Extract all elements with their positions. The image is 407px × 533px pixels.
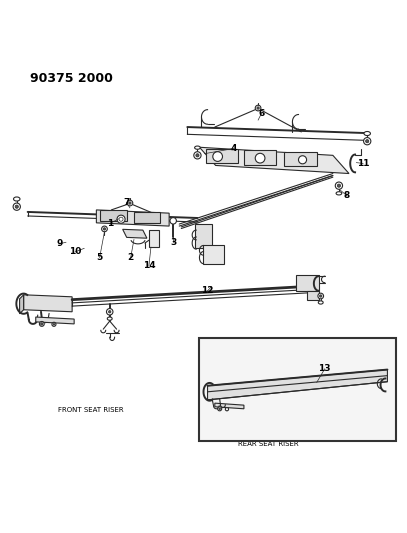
Circle shape — [257, 107, 259, 109]
Circle shape — [335, 182, 343, 189]
Text: 5: 5 — [96, 253, 103, 262]
Text: 2: 2 — [128, 253, 134, 262]
Bar — [195, 224, 212, 247]
Text: FRONT SEAT RISER: FRONT SEAT RISER — [57, 407, 123, 413]
Circle shape — [196, 154, 199, 157]
Bar — [199, 338, 396, 441]
Text: 90375 2000: 90375 2000 — [30, 72, 113, 85]
Circle shape — [225, 408, 229, 411]
Circle shape — [41, 322, 43, 325]
Polygon shape — [215, 403, 244, 409]
Circle shape — [363, 138, 371, 145]
Circle shape — [255, 105, 261, 111]
Polygon shape — [36, 317, 74, 324]
Circle shape — [103, 228, 106, 230]
Circle shape — [255, 154, 265, 163]
Circle shape — [298, 156, 306, 164]
Circle shape — [102, 226, 107, 232]
Circle shape — [129, 202, 131, 204]
Polygon shape — [123, 229, 147, 238]
Circle shape — [109, 311, 111, 313]
Text: 12: 12 — [201, 286, 214, 295]
Circle shape — [119, 217, 123, 221]
Text: 11: 11 — [357, 159, 370, 168]
Text: 4: 4 — [231, 144, 237, 153]
Bar — [296, 274, 319, 291]
Ellipse shape — [107, 317, 112, 320]
Ellipse shape — [364, 132, 370, 135]
Ellipse shape — [195, 146, 200, 149]
Circle shape — [39, 321, 44, 326]
Text: 9: 9 — [56, 239, 62, 248]
Circle shape — [194, 152, 201, 159]
Circle shape — [107, 309, 113, 315]
Bar — [204, 245, 224, 264]
Circle shape — [219, 408, 221, 409]
Polygon shape — [20, 295, 24, 314]
Ellipse shape — [13, 197, 20, 201]
Polygon shape — [96, 210, 169, 226]
Circle shape — [53, 324, 55, 325]
Circle shape — [365, 140, 369, 143]
Text: 10: 10 — [69, 247, 81, 256]
Circle shape — [117, 215, 125, 223]
Bar — [306, 291, 319, 300]
Circle shape — [52, 322, 56, 326]
Text: 6: 6 — [258, 109, 265, 118]
Polygon shape — [208, 369, 387, 400]
Text: 7: 7 — [123, 198, 130, 207]
Circle shape — [127, 200, 133, 206]
Text: 3: 3 — [170, 238, 176, 247]
Polygon shape — [199, 147, 349, 174]
Ellipse shape — [336, 192, 342, 195]
Text: 13: 13 — [319, 364, 331, 373]
Circle shape — [15, 205, 18, 208]
Text: REAR SEAT RISER: REAR SEAT RISER — [238, 441, 298, 447]
Text: 1: 1 — [107, 219, 114, 228]
Circle shape — [337, 184, 341, 187]
Ellipse shape — [318, 301, 323, 304]
Circle shape — [318, 293, 324, 299]
Circle shape — [213, 152, 223, 161]
Bar — [206, 149, 238, 164]
Bar — [149, 230, 159, 247]
Circle shape — [170, 217, 176, 224]
Bar — [284, 152, 317, 166]
Circle shape — [319, 295, 322, 297]
Text: 14: 14 — [142, 261, 155, 270]
Circle shape — [218, 407, 222, 411]
Bar — [134, 212, 160, 223]
Circle shape — [13, 203, 20, 211]
Bar — [244, 150, 276, 165]
Polygon shape — [24, 295, 72, 312]
Text: 8: 8 — [344, 191, 350, 200]
Bar — [101, 210, 127, 221]
